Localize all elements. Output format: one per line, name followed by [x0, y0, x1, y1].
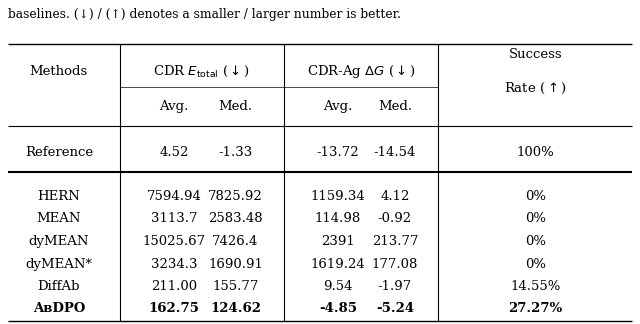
Text: Avg.: Avg.	[323, 100, 353, 113]
Text: 2583.48: 2583.48	[208, 212, 263, 225]
Text: -0.92: -0.92	[378, 212, 412, 225]
Text: CDR-Ag $\Delta G$ ($\downarrow$): CDR-Ag $\Delta G$ ($\downarrow$)	[307, 63, 415, 80]
Text: CDR $E_{\mathrm{total}}$ ($\downarrow$): CDR $E_{\mathrm{total}}$ ($\downarrow$)	[153, 64, 250, 79]
Text: 162.75: 162.75	[148, 302, 200, 315]
Text: 7426.4: 7426.4	[212, 235, 259, 248]
Text: -14.54: -14.54	[374, 146, 416, 159]
Text: HERN: HERN	[38, 190, 80, 203]
Text: DiffAb: DiffAb	[38, 280, 80, 293]
Text: 15025.67: 15025.67	[143, 235, 205, 248]
Text: 155.77: 155.77	[212, 280, 259, 293]
Text: 2391: 2391	[321, 235, 355, 248]
Text: 27.27%: 27.27%	[508, 302, 563, 315]
Text: 7594.94: 7594.94	[147, 190, 202, 203]
Text: 0%: 0%	[525, 190, 546, 203]
Text: -13.72: -13.72	[317, 146, 359, 159]
Text: 4.52: 4.52	[159, 146, 189, 159]
Text: 100%: 100%	[516, 146, 554, 159]
Text: 3234.3: 3234.3	[151, 258, 197, 271]
Text: 3113.7: 3113.7	[151, 212, 197, 225]
Text: Reference: Reference	[25, 146, 93, 159]
Text: 0%: 0%	[525, 212, 546, 225]
Text: 177.08: 177.08	[372, 258, 418, 271]
Text: 1159.34: 1159.34	[310, 190, 365, 203]
Text: 213.77: 213.77	[372, 235, 418, 248]
Text: -5.24: -5.24	[376, 302, 414, 315]
Text: AʙDPO: AʙDPO	[33, 302, 85, 315]
Text: 124.62: 124.62	[210, 302, 261, 315]
Text: baselines. (↓) / (↑) denotes a smaller / larger number is better.: baselines. (↓) / (↑) denotes a smaller /…	[8, 8, 401, 21]
Text: 9.54: 9.54	[323, 280, 353, 293]
Text: Rate ($\uparrow$): Rate ($\uparrow$)	[504, 81, 567, 96]
Text: MEAN: MEAN	[36, 212, 81, 225]
Text: 0%: 0%	[525, 258, 546, 271]
Text: 1690.91: 1690.91	[208, 258, 263, 271]
Text: 0%: 0%	[525, 235, 546, 248]
Text: -1.33: -1.33	[218, 146, 253, 159]
Text: Med.: Med.	[378, 100, 412, 113]
Text: dyMEAN*: dyMEAN*	[26, 258, 92, 271]
Text: Success: Success	[509, 48, 562, 61]
Text: Avg.: Avg.	[159, 100, 189, 113]
Text: 211.00: 211.00	[151, 280, 197, 293]
Text: -4.85: -4.85	[319, 302, 357, 315]
Text: Methods: Methods	[29, 65, 88, 78]
Text: dyMEAN: dyMEAN	[29, 235, 89, 248]
Text: -1.97: -1.97	[378, 280, 412, 293]
Text: Med.: Med.	[218, 100, 253, 113]
Text: 4.12: 4.12	[380, 190, 410, 203]
Text: 14.55%: 14.55%	[510, 280, 561, 293]
Text: 1619.24: 1619.24	[310, 258, 365, 271]
Text: 114.98: 114.98	[315, 212, 361, 225]
Text: 7825.92: 7825.92	[208, 190, 263, 203]
